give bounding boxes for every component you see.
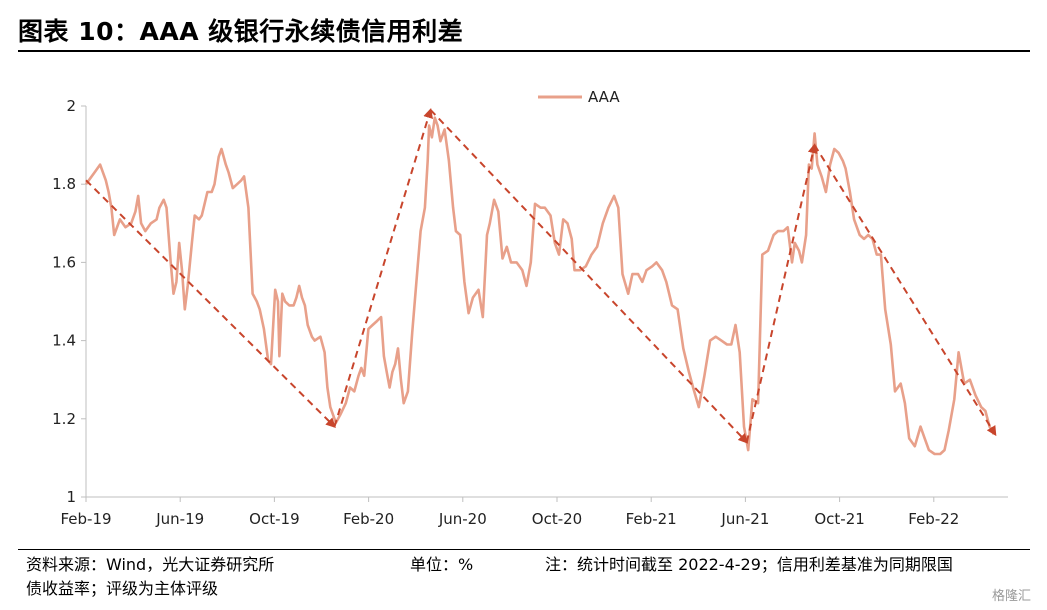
series-line-aaa [84, 116, 996, 456]
legend: AAA [538, 88, 620, 106]
trend-arrow [745, 143, 818, 443]
legend-label: AAA [588, 88, 620, 106]
x-tick-label: Oct-19 [249, 510, 299, 528]
y-tick-label: 2 [66, 97, 76, 115]
y-tick-label: 1.2 [52, 410, 76, 428]
x-tick-label: Jun-19 [155, 510, 204, 528]
y-tick-label: 1.6 [52, 253, 76, 271]
y-tick-label: 1.4 [52, 332, 76, 350]
title-rule [18, 50, 1030, 52]
watermark-logo: 格隆汇 [991, 589, 1031, 604]
x-tick-label: Oct-20 [532, 510, 582, 528]
figure-title: 图表 10：AAA 级银行永续债信用利差 [18, 17, 464, 46]
x-axis-ticks: Feb-19 Jun-19 Oct-19 Feb-20 Jun-20 Oct-20 Feb-… [60, 497, 959, 528]
x-tick-label: Feb-21 [626, 510, 677, 528]
x-tick-label: Jun-21 [720, 510, 769, 528]
trend-arrows [85, 107, 997, 444]
x-tick-label: Jun-20 [438, 510, 487, 528]
footer-rule [18, 549, 1030, 550]
stat-note: 注：统计时间截至 2022-4-29；信用利差基准为同期限国 [545, 555, 953, 574]
trend-arrow [333, 107, 433, 427]
trend-arrow [813, 144, 997, 437]
trend-arrow [85, 179, 336, 429]
source-note-line2: 债收益率；评级为主体评级 [26, 579, 219, 598]
x-tick-label: Feb-22 [908, 510, 959, 528]
x-tick-label: Feb-19 [60, 510, 111, 528]
x-tick-label: Oct-21 [814, 510, 864, 528]
y-tick-label: 1 [66, 488, 76, 506]
plot-area [84, 116, 996, 456]
y-axis-ticks: 2 1.8 1.6 1.4 1.2 1 [52, 97, 86, 506]
trend-arrow [429, 109, 749, 444]
y-tick-label: 1.8 [52, 175, 76, 193]
source-note: 资料来源：Wind，光大证券研究所 [26, 555, 275, 574]
unit-note: 单位：% [410, 555, 474, 574]
x-tick-label: Feb-20 [343, 510, 394, 528]
